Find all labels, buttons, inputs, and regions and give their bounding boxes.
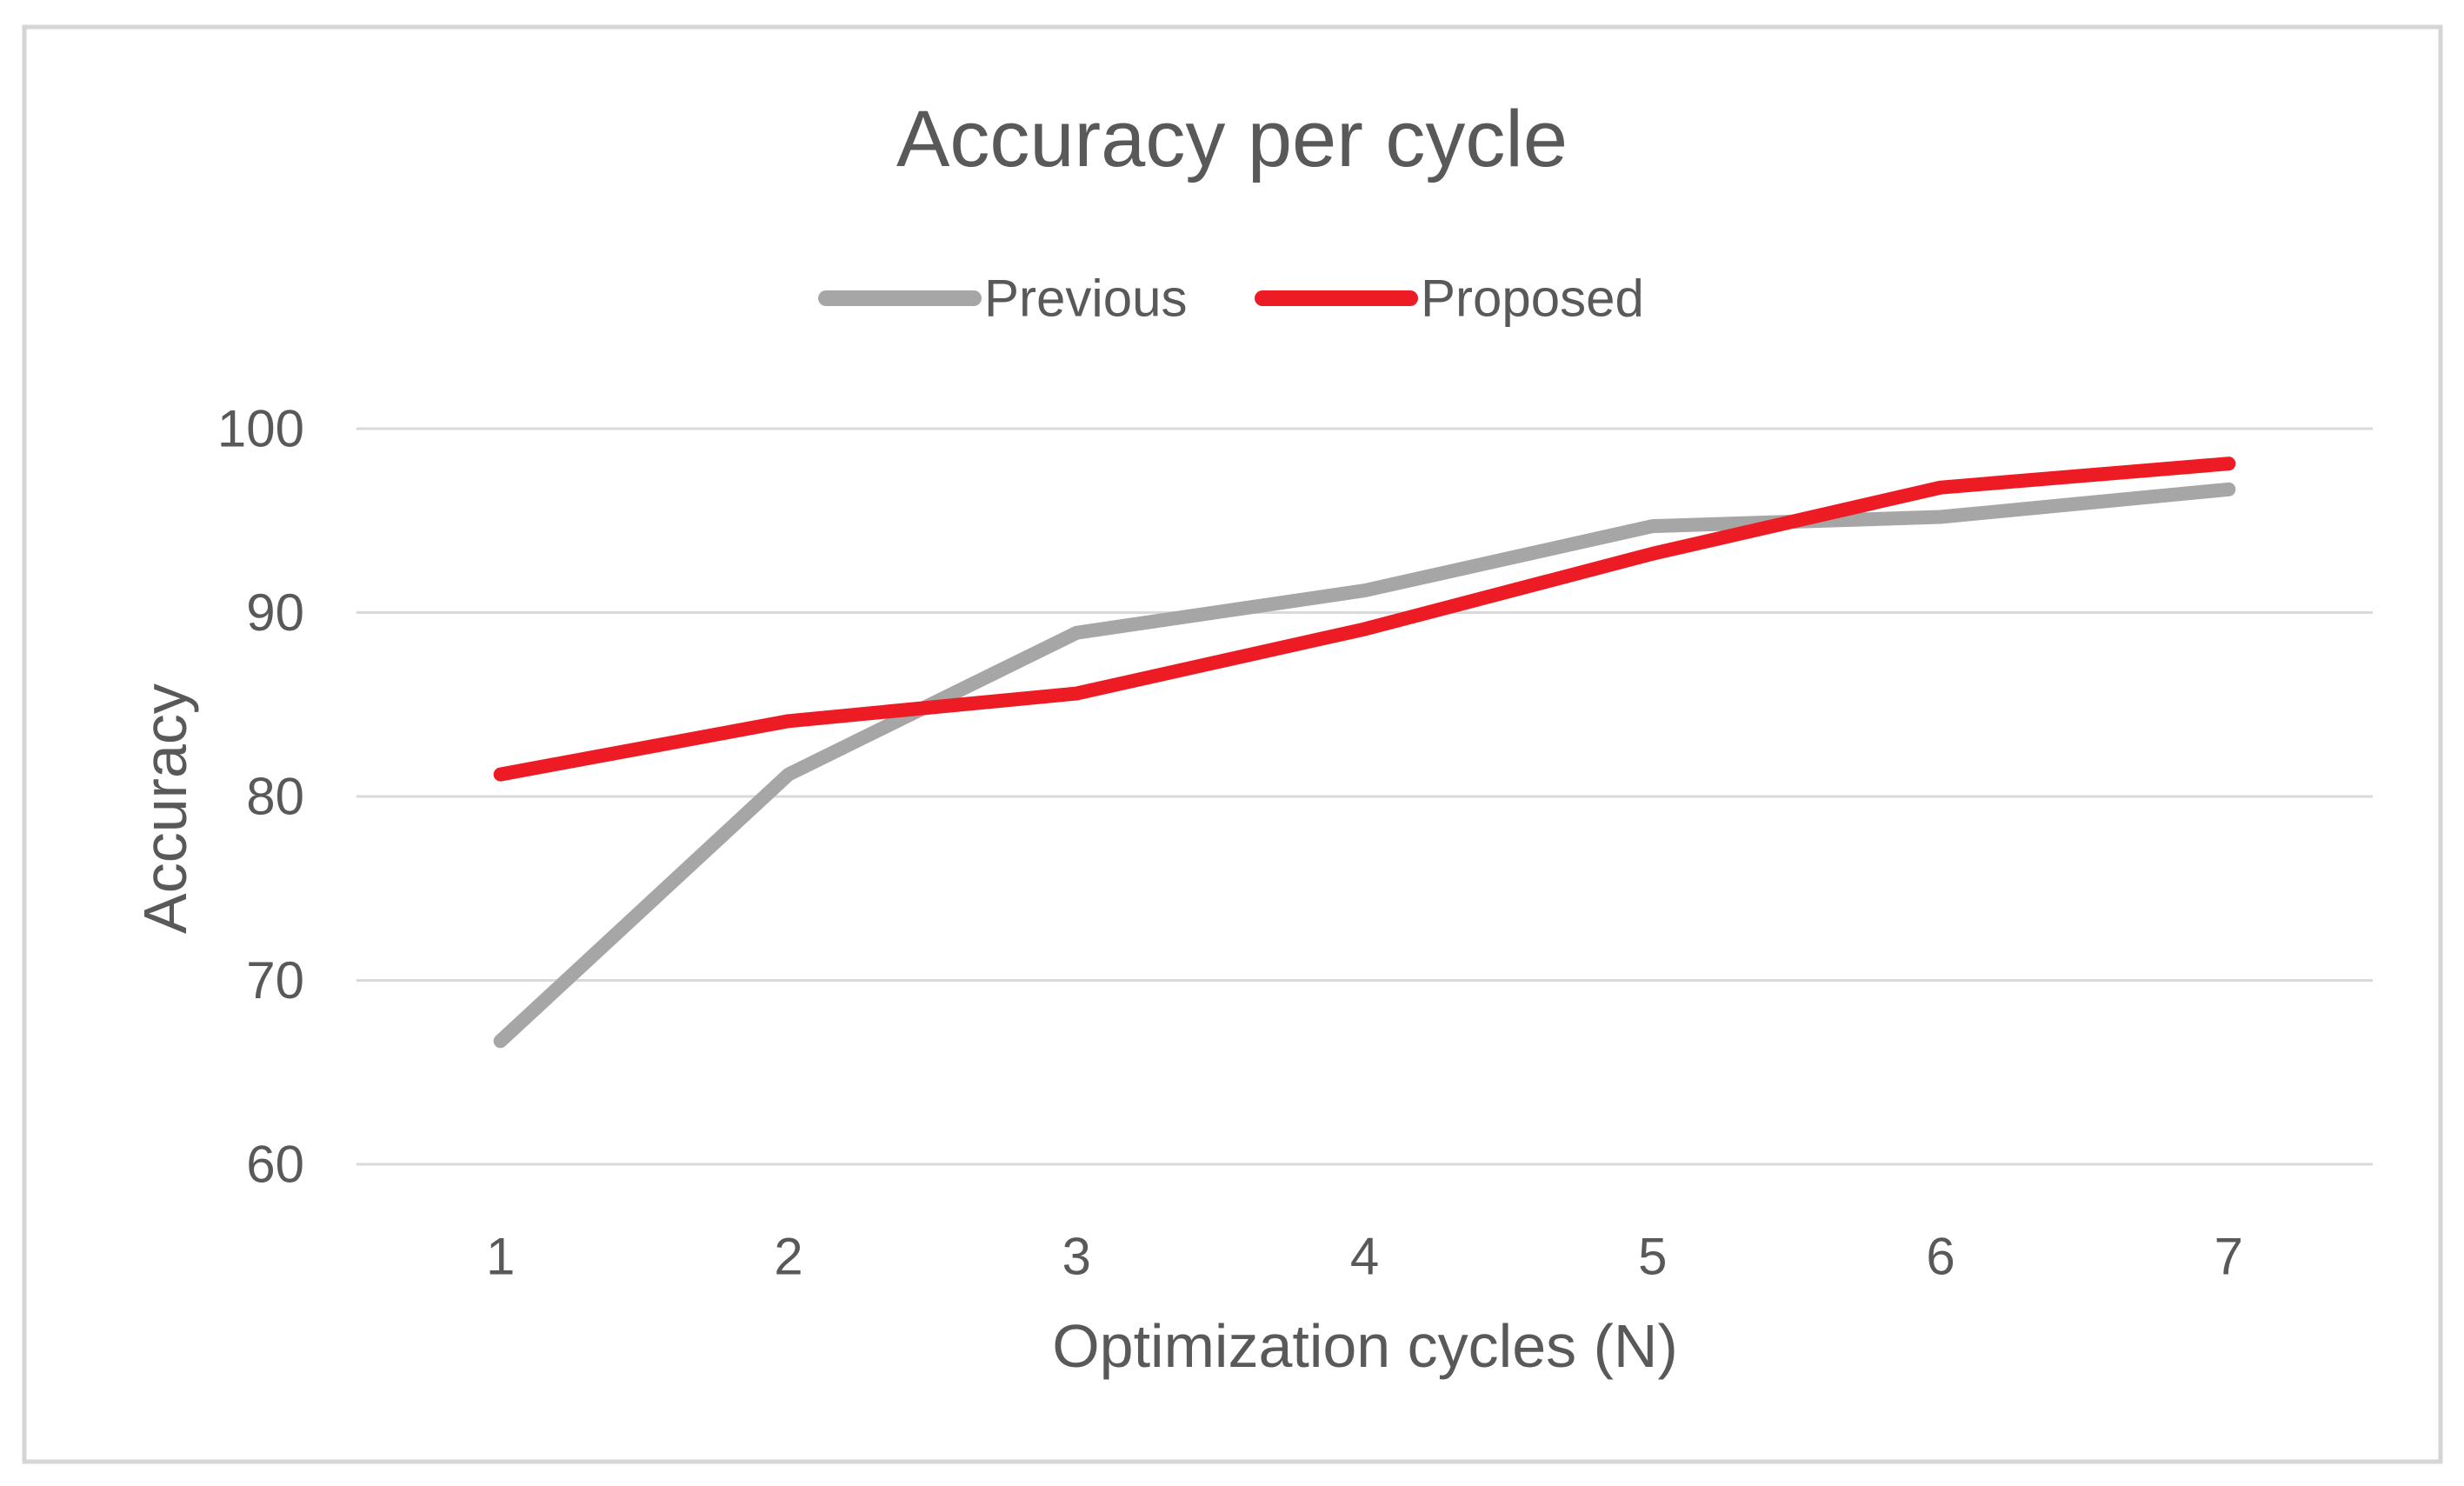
x-axis-title: Optimization cycles (N) [1052, 1312, 1678, 1380]
legend: Previous Proposed [818, 270, 1644, 328]
y-axis-title: Accuracy [131, 683, 199, 934]
y-tick-label-100: 100 [217, 400, 304, 458]
gridlines [356, 427, 2373, 1166]
x-tick-label-3: 3 [1062, 1228, 1091, 1286]
x-tick-labels: 1 2 3 4 5 6 7 [486, 1228, 2243, 1286]
x-tick-label-5: 5 [1638, 1228, 1667, 1286]
x-tick-label-4: 4 [1350, 1228, 1379, 1286]
x-tick-label-7: 7 [2214, 1228, 2243, 1286]
y-tick-label-60: 60 [246, 1136, 304, 1194]
series-line-previous [493, 482, 2236, 1049]
legend-label-previous: Previous [984, 270, 1187, 328]
legend-label-proposed: Proposed [1421, 270, 1644, 328]
y-tick-label-70: 70 [246, 951, 304, 1010]
x-tick-label-2: 2 [774, 1228, 802, 1286]
y-tick-labels: 60 70 80 90 100 [217, 400, 304, 1194]
chart-border [22, 24, 2443, 1464]
y-tick-label-80: 80 [246, 768, 304, 826]
x-tick-label-6: 6 [1926, 1228, 1955, 1286]
chart-title: Accuracy per cycle [896, 95, 1568, 183]
y-tick-label-90: 90 [246, 583, 304, 642]
series-line-proposed [493, 456, 2236, 782]
x-tick-label-1: 1 [486, 1228, 515, 1286]
series-lines [493, 456, 2236, 1049]
